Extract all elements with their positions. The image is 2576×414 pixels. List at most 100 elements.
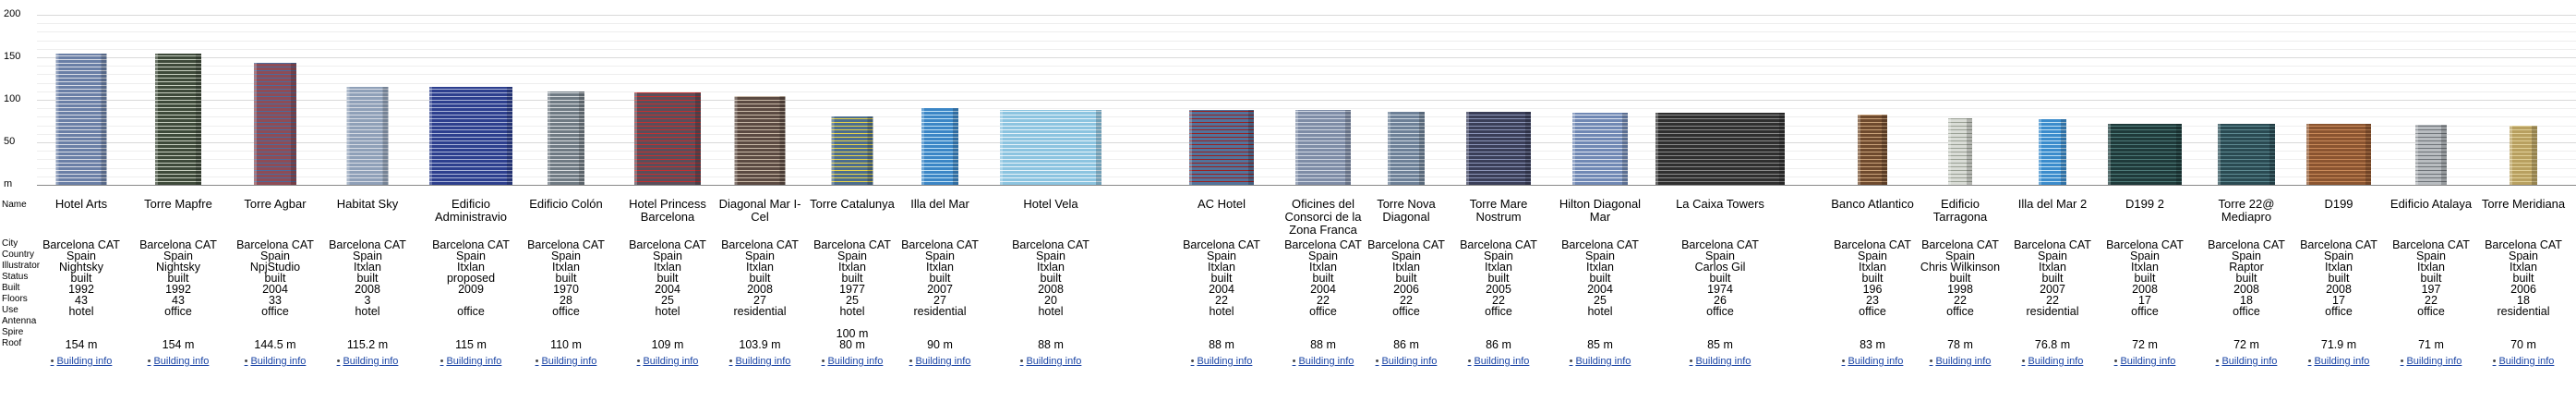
building-info-link[interactable]: • Building info <box>2099 356 2191 367</box>
building-info-link[interactable]: • Building info <box>1826 356 1919 367</box>
building-info-label[interactable]: Building info <box>56 356 113 367</box>
building-use: hotel <box>355 305 380 318</box>
building-name: Diagonal Mar I-Cel <box>718 197 801 224</box>
building-info-label[interactable]: Building info <box>153 356 210 367</box>
building-column: Hilton Diagonal Mar Barcelona CAT Spain Itx… <box>1554 0 1646 414</box>
building-info-label[interactable]: Building info <box>2406 356 2462 367</box>
building-info-link[interactable]: • Building info <box>1277 356 1369 367</box>
building-info-link[interactable]: • Building info <box>2200 356 2293 367</box>
minor-gridline <box>37 108 2576 110</box>
building-country: Spain <box>925 250 955 262</box>
building-floors: 27 <box>933 294 946 307</box>
building-info-label[interactable]: Building info <box>343 356 399 367</box>
building-status: built <box>2420 272 2442 285</box>
gridline <box>37 15 2576 16</box>
building-illustrator: Itxlan <box>746 261 774 274</box>
building-info-link[interactable]: • Building info <box>321 356 414 367</box>
building-name: Illa del Mar 2 <box>2017 197 2088 211</box>
building-column: Torre Agbar Barcelona CAT Spain NpjStudio bu… <box>229 0 321 414</box>
building-info-label[interactable]: Building info <box>735 356 791 367</box>
building-info-link[interactable]: • Building info <box>520 356 612 367</box>
building-info-link[interactable]: • Building info <box>229 356 321 367</box>
building-info-link[interactable]: • Building info <box>806 356 898 367</box>
building-info-link[interactable]: • Building info <box>1914 356 2006 367</box>
building-illustration <box>1466 111 1531 185</box>
building-info-link[interactable]: • Building info <box>1674 356 1766 367</box>
building-info-link[interactable]: • Building info <box>2006 356 2099 367</box>
building-info-link[interactable]: • Building info <box>1452 356 1545 367</box>
minor-gridline <box>37 23 2576 25</box>
building-info-label[interactable]: Building info <box>1026 356 1082 367</box>
building-illustration <box>734 96 786 185</box>
bullet-icon: • <box>244 356 248 367</box>
building-status: built <box>555 272 577 285</box>
building-info-label[interactable]: Building info <box>2120 356 2176 367</box>
building-info-label[interactable]: Building info <box>2221 356 2278 367</box>
building-info-label[interactable]: Building info <box>1575 356 1631 367</box>
building-floors: 27 <box>753 294 766 307</box>
building-status: built <box>1589 272 1611 285</box>
building-spire: 100 m <box>836 327 869 340</box>
building-info-label[interactable]: Building info <box>1197 356 1253 367</box>
building-info-label[interactable]: Building info <box>1848 356 1904 367</box>
building-city: Barcelona CAT <box>813 238 891 251</box>
building-info-label[interactable]: Building info <box>643 356 699 367</box>
building-status: proposed <box>446 272 496 285</box>
building-floors: 25 <box>1594 294 1607 307</box>
building-info-link[interactable]: • Building info <box>714 356 806 367</box>
minor-gridline <box>37 48 2576 50</box>
building-info-link[interactable]: • Building info <box>1554 356 1646 367</box>
building-country: Spain <box>2509 250 2538 262</box>
building-use: office <box>1392 305 1420 318</box>
building-info-link[interactable]: • Building info <box>1360 356 1452 367</box>
building-info-label[interactable]: Building info <box>1695 356 1751 367</box>
building-info-link[interactable]: • Building info <box>35 356 127 367</box>
building-illustration <box>2039 119 2066 185</box>
building-info-label[interactable]: Building info <box>446 356 502 367</box>
building-roof: 83 m <box>1860 338 1885 351</box>
building-illustration <box>831 116 873 185</box>
building-info-label[interactable]: Building info <box>1298 356 1354 367</box>
building-info-link[interactable]: • Building info <box>1005 356 1097 367</box>
building-built: 2006 <box>1393 283 1419 296</box>
building-floors: 25 <box>846 294 859 307</box>
building-use: office <box>457 305 485 318</box>
building-use: office <box>2131 305 2159 318</box>
building-info-label[interactable]: Building info <box>1935 356 1992 367</box>
building-info-label[interactable]: Building info <box>250 356 307 367</box>
building-roof: 88 m <box>1310 338 1336 351</box>
building-info-link[interactable]: • Building info <box>132 356 224 367</box>
building-use: hotel <box>1038 305 1064 318</box>
building-info-label[interactable]: Building info <box>541 356 597 367</box>
building-info-label[interactable]: Building info <box>2498 356 2555 367</box>
building-info-label[interactable]: Building info <box>1381 356 1438 367</box>
building-info-link[interactable]: • Building info <box>2293 356 2385 367</box>
building-status: built <box>1210 272 1233 285</box>
building-illustration <box>1572 112 1628 185</box>
building-info-link[interactable]: • Building info <box>1175 356 1268 367</box>
building-illustration <box>1189 110 1254 185</box>
building-info-link[interactable]: • Building info <box>2477 356 2570 367</box>
building-info-link[interactable]: • Building info <box>621 356 714 367</box>
building-info-label[interactable]: Building info <box>2028 356 2084 367</box>
building-info-label[interactable]: Building info <box>915 356 971 367</box>
building-info-link[interactable]: • Building info <box>894 356 986 367</box>
building-info-label[interactable]: Building info <box>2314 356 2370 367</box>
building-city: Barcelona CAT <box>1183 238 1260 251</box>
building-info-label[interactable]: Building info <box>827 356 884 367</box>
building-illustrator: Itxlan <box>654 261 681 274</box>
building-country: Spain <box>456 250 486 262</box>
building-illustration <box>548 91 584 185</box>
building-floors: 22 <box>2046 294 2059 307</box>
bullet-icon: • <box>1841 356 1846 367</box>
building-roof: 88 m <box>1209 338 1234 351</box>
bullet-icon: • <box>1375 356 1379 367</box>
row-label-illustrator: Illustrator <box>2 261 41 271</box>
building-floors: 3 <box>364 294 371 307</box>
building-info-label[interactable]: Building info <box>1474 356 1530 367</box>
building-illustration <box>55 54 107 185</box>
building-info-link[interactable]: • Building info <box>425 356 517 367</box>
building-name: Oficines del Consorci de la Zona Franca <box>1284 197 1362 237</box>
building-info-link[interactable]: • Building info <box>2385 356 2477 367</box>
building-city: Barcelona CAT <box>1012 238 1089 251</box>
